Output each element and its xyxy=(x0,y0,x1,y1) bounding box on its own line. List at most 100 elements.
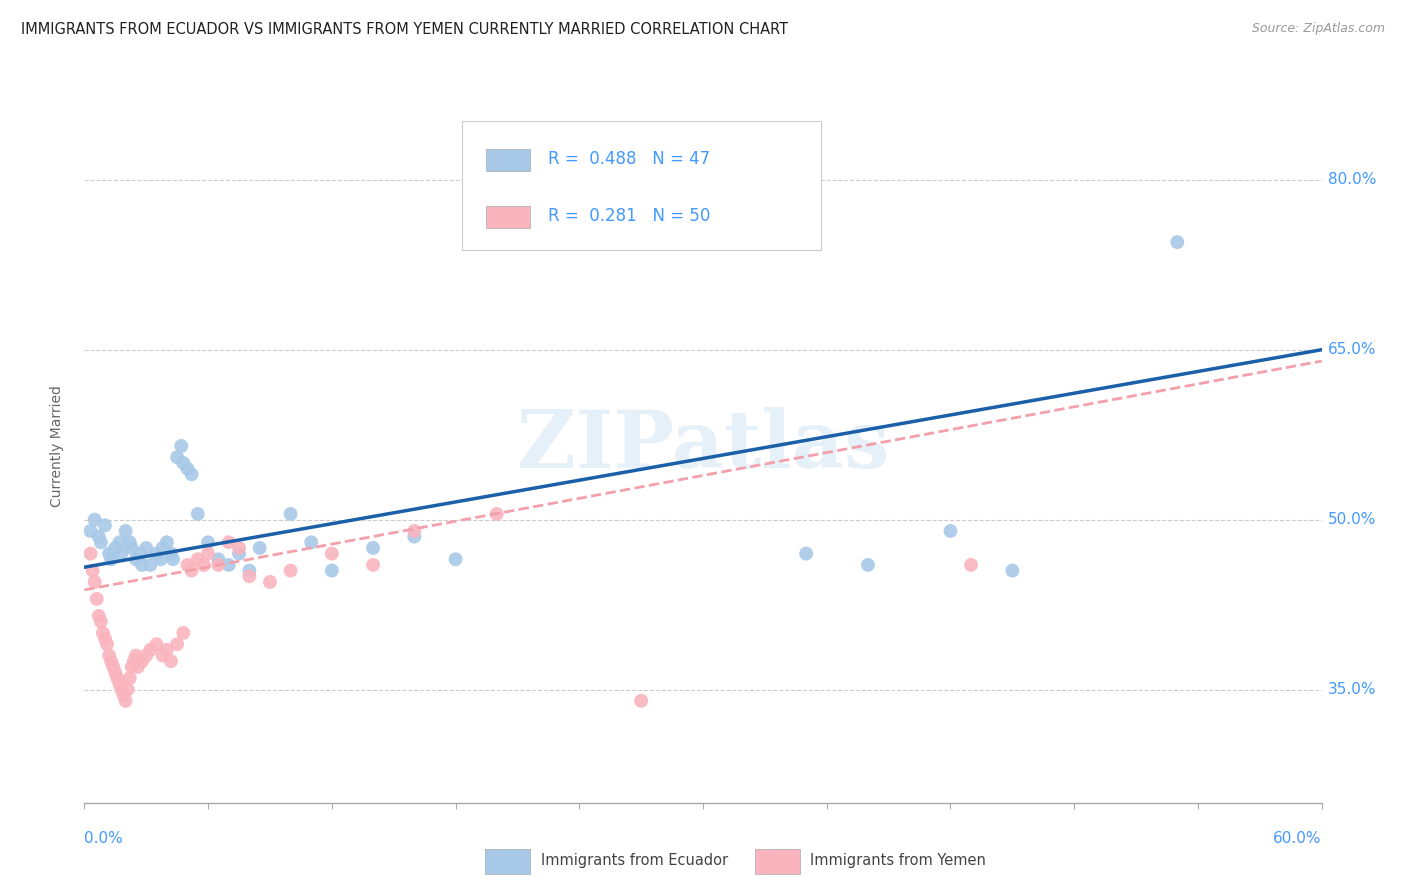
Point xyxy=(180,564,202,578)
Point xyxy=(197,547,219,561)
Point xyxy=(187,552,209,566)
Point xyxy=(135,648,157,663)
Point xyxy=(404,530,426,544)
Point xyxy=(125,648,148,663)
Point xyxy=(105,671,128,685)
Point xyxy=(83,513,105,527)
Text: 0.0%: 0.0% xyxy=(84,831,124,847)
Point xyxy=(630,694,652,708)
Point xyxy=(176,558,198,572)
Point xyxy=(129,547,152,561)
Point xyxy=(180,467,202,482)
Point xyxy=(91,626,114,640)
Point xyxy=(176,461,198,475)
Point xyxy=(145,547,167,561)
Point xyxy=(228,547,250,561)
Point xyxy=(172,626,194,640)
Point xyxy=(100,552,122,566)
Point xyxy=(160,654,183,668)
Point xyxy=(108,677,131,691)
Text: 60.0%: 60.0% xyxy=(1274,831,1322,847)
Point xyxy=(87,608,110,623)
Point xyxy=(207,558,229,572)
Point xyxy=(100,654,122,668)
Point xyxy=(96,637,118,651)
Point xyxy=(145,637,167,651)
Point xyxy=(259,574,281,589)
Point xyxy=(98,547,121,561)
Point xyxy=(280,507,302,521)
Point xyxy=(118,535,141,549)
Text: IMMIGRANTS FROM ECUADOR VS IMMIGRANTS FROM YEMEN CURRENTLY MARRIED CORRELATION C: IMMIGRANTS FROM ECUADOR VS IMMIGRANTS FR… xyxy=(21,22,789,37)
Point xyxy=(152,541,174,555)
Point xyxy=(108,535,131,549)
Point xyxy=(121,541,143,555)
Point xyxy=(114,694,136,708)
Point xyxy=(104,665,127,680)
FancyBboxPatch shape xyxy=(461,121,821,250)
Point xyxy=(939,524,962,538)
Point xyxy=(125,552,148,566)
Point xyxy=(207,552,229,566)
Point xyxy=(228,541,250,555)
Point xyxy=(149,552,172,566)
Point xyxy=(117,682,139,697)
Point xyxy=(127,660,149,674)
Point xyxy=(139,643,162,657)
Point xyxy=(238,569,260,583)
Point xyxy=(1001,564,1024,578)
Point xyxy=(79,547,101,561)
Point xyxy=(114,524,136,538)
Point xyxy=(485,507,508,521)
Point xyxy=(321,547,343,561)
Point xyxy=(187,507,209,521)
Point xyxy=(361,558,384,572)
Text: Source: ZipAtlas.com: Source: ZipAtlas.com xyxy=(1251,22,1385,36)
Point xyxy=(193,558,215,572)
Point xyxy=(299,535,322,549)
Y-axis label: Currently Married: Currently Married xyxy=(49,385,63,507)
Point xyxy=(79,524,101,538)
Point xyxy=(82,564,104,578)
Point xyxy=(90,535,112,549)
Text: R =  0.488   N = 47: R = 0.488 N = 47 xyxy=(548,150,710,168)
Point xyxy=(94,632,117,646)
Point xyxy=(104,541,127,555)
Point xyxy=(166,450,188,465)
Point xyxy=(110,682,132,697)
Point xyxy=(94,518,117,533)
Point xyxy=(131,654,153,668)
Text: 50.0%: 50.0% xyxy=(1327,512,1376,527)
Point xyxy=(404,524,426,538)
Text: R =  0.281   N = 50: R = 0.281 N = 50 xyxy=(548,207,710,225)
Point xyxy=(172,456,194,470)
Point xyxy=(856,558,879,572)
Point xyxy=(160,547,183,561)
Text: 35.0%: 35.0% xyxy=(1327,682,1376,697)
Point xyxy=(152,648,174,663)
Point xyxy=(794,547,817,561)
Point xyxy=(121,660,143,674)
Text: ZIPatlas: ZIPatlas xyxy=(517,407,889,485)
Point xyxy=(960,558,983,572)
Point xyxy=(103,660,125,674)
Text: 65.0%: 65.0% xyxy=(1327,343,1376,357)
Point xyxy=(156,643,179,657)
Point xyxy=(280,564,302,578)
Point xyxy=(197,535,219,549)
Point xyxy=(170,439,193,453)
Point xyxy=(98,648,121,663)
Point xyxy=(162,552,184,566)
Text: Immigrants from Yemen: Immigrants from Yemen xyxy=(810,854,986,868)
Point xyxy=(86,591,108,606)
Point xyxy=(139,558,162,572)
Text: 80.0%: 80.0% xyxy=(1327,172,1376,187)
Point xyxy=(1166,235,1188,249)
Text: Immigrants from Ecuador: Immigrants from Ecuador xyxy=(541,854,728,868)
Point xyxy=(218,535,240,549)
Point xyxy=(118,671,141,685)
Point xyxy=(83,574,105,589)
Bar xyxy=(486,206,530,228)
Bar xyxy=(486,149,530,171)
Point xyxy=(249,541,271,555)
